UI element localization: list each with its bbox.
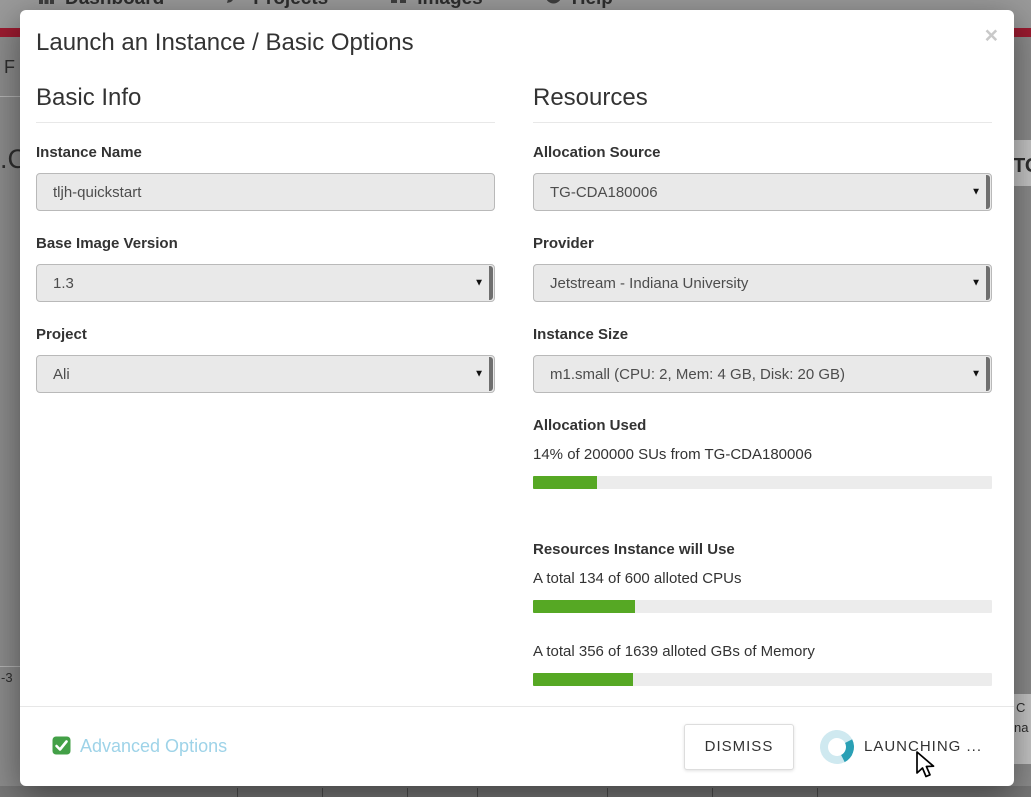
allocation-used-text: 14% of 200000 SUs from TG-CDA180006 [533, 446, 813, 463]
nav-item-dashboard: Dashboard [38, 0, 164, 10]
background-table-line [817, 788, 818, 797]
memory-usage-text: A total 356 of 1639 alloted GBs of Memor… [533, 643, 815, 660]
basic-info-section: Basic Info Instance Name Base Image Vers… [36, 84, 495, 694]
launch-instance-modal: Launch an Instance / Basic Options × Bas… [20, 10, 1014, 786]
selected-value: m1.small (CPU: 2, Mem: 4 GB, Disk: 20 GB… [550, 365, 846, 383]
cpu-usage-progressbar [533, 600, 992, 613]
instance-resources-heading: Resources Instance will Use [533, 541, 735, 558]
base-image-version-select[interactable]: 1.3 ▼ [36, 264, 495, 302]
select-edge-strip [986, 266, 990, 300]
base-image-version-field-group: Base Image Version 1.3 ▼ [36, 235, 495, 302]
allocation-source-field-group: Allocation Source TG-CDA180006 ▼ [533, 144, 992, 211]
instance-size-label: Instance Size [533, 326, 629, 343]
background-table-line [407, 788, 408, 797]
background-table-line [607, 788, 608, 797]
select-edge-strip [489, 266, 493, 300]
background-text-fragment: na [1014, 720, 1029, 735]
grid-icon [390, 0, 407, 10]
instance-name-field-group: Instance Name [36, 144, 495, 211]
launch-button-label: LAUNCHING ... [863, 738, 982, 755]
nav-item-images: Images [390, 0, 483, 10]
pencil-icon [226, 0, 243, 10]
dismiss-button[interactable]: DISMISS [683, 723, 794, 770]
allocation-used-heading: Allocation Used [533, 417, 647, 434]
advanced-options-label: Advanced Options [80, 736, 228, 756]
allocation-source-select[interactable]: TG-CDA180006 ▼ [533, 173, 992, 211]
chevron-down-icon: ▼ [971, 368, 981, 380]
allocation-used-progressbar [533, 476, 992, 489]
project-label: Project [36, 326, 87, 343]
background-table-line [237, 788, 238, 797]
question-circle-icon: ? [545, 0, 562, 10]
loading-spinner-icon [815, 725, 859, 768]
project-field-group: Project Ali ▼ [36, 326, 495, 393]
background-table-strip [0, 786, 1031, 797]
selected-value: Ali [53, 365, 70, 383]
background-panel [1013, 140, 1031, 186]
nav-item-help: ? Help [545, 0, 613, 10]
select-edge-strip [489, 357, 493, 391]
background-text-fragment: C [1016, 700, 1026, 715]
background-table-line [712, 788, 713, 797]
background-divider [0, 96, 20, 97]
nav-label: Images [417, 0, 482, 10]
memory-usage-progressbar [533, 673, 992, 686]
basic-info-heading: Basic Info [36, 84, 495, 123]
selected-value: 1.3 [53, 274, 74, 292]
selected-value: TG-CDA180006 [550, 183, 658, 201]
instance-name-label: Instance Name [36, 144, 142, 161]
chevron-down-icon: ▼ [474, 277, 484, 289]
instance-name-input[interactable] [36, 173, 495, 211]
instance-size-select[interactable]: m1.small (CPU: 2, Mem: 4 GB, Disk: 20 GB… [533, 355, 992, 393]
nav-label: Help [572, 0, 613, 10]
provider-field-group: Provider Jetstream - Indiana University … [533, 235, 992, 302]
instance-size-field-group: Instance Size m1.small (CPU: 2, Mem: 4 G… [533, 326, 992, 393]
nav-label: Dashboard [65, 0, 164, 10]
provider-label: Provider [533, 235, 594, 252]
allocation-source-label: Allocation Source [533, 144, 661, 161]
background-text-fragment: F [4, 57, 15, 77]
background-table-line [477, 788, 478, 797]
modal-footer: Advanced Options DISMISS LAUNCHING ... [20, 706, 1014, 786]
resources-section: Resources Allocation Source TG-CDA180006… [533, 84, 992, 694]
modal-header: Launch an Instance / Basic Options × [20, 10, 1014, 57]
progress-fill [533, 673, 633, 686]
launch-button[interactable]: LAUNCHING ... [815, 725, 982, 768]
resources-heading: Resources [533, 84, 992, 123]
chevron-down-icon: ▼ [971, 277, 981, 289]
select-edge-strip [986, 175, 990, 209]
modal-title: Launch an Instance / Basic Options [36, 29, 414, 56]
provider-select[interactable]: Jetstream - Indiana University ▼ [533, 264, 992, 302]
selected-value: Jetstream - Indiana University [550, 274, 749, 292]
background-text-fragment: TO [1013, 155, 1031, 177]
cpu-usage-text: A total 134 of 600 alloted CPUs [533, 570, 742, 587]
chevron-down-icon: ▼ [971, 186, 981, 198]
advanced-options-link[interactable]: Advanced Options [52, 736, 227, 758]
checkbox-checked-icon [52, 736, 71, 758]
background-text-fragment: -3 [1, 670, 13, 685]
background-panel [1013, 694, 1031, 764]
project-select[interactable]: Ali ▼ [36, 355, 495, 393]
base-image-version-label: Base Image Version [36, 235, 178, 252]
chevron-down-icon: ▼ [474, 368, 484, 380]
modal-body: Basic Info Instance Name Base Image Vers… [20, 57, 1014, 694]
progress-fill [533, 476, 598, 489]
progress-fill [533, 600, 636, 613]
svg-text:?: ? [550, 0, 557, 3]
close-icon[interactable]: × [984, 22, 998, 48]
background-divider [0, 666, 20, 667]
nav-item-projects: Projects [226, 0, 328, 10]
bar-chart-icon [38, 0, 55, 10]
nav-label: Projects [253, 0, 328, 10]
select-edge-strip [986, 357, 990, 391]
background-table-line [322, 788, 323, 797]
